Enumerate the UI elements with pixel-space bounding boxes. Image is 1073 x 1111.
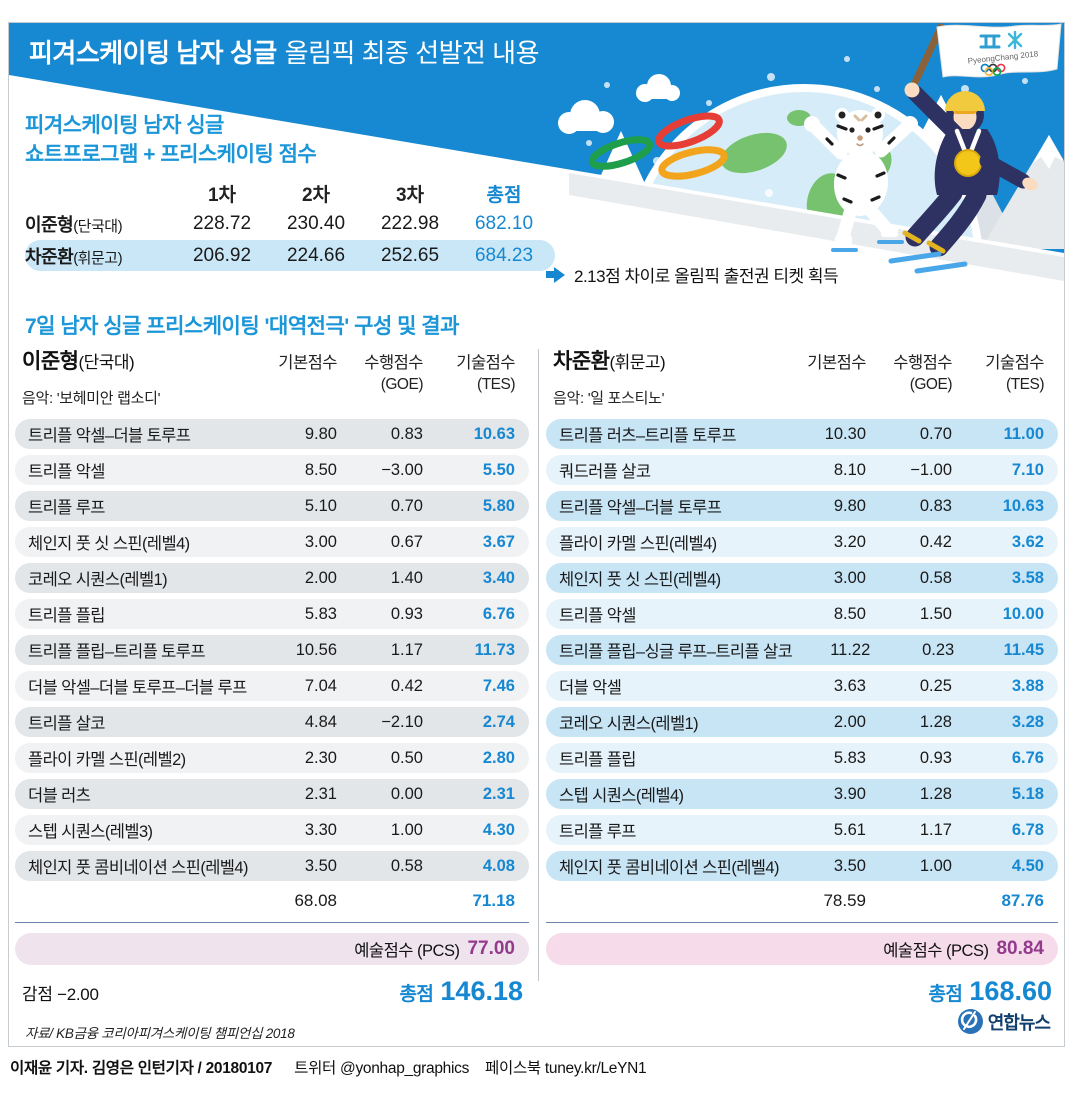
element-row: 트리플 루프 5.61 1.17 6.78 <box>546 815 1058 845</box>
element-row: 트리플 악셀–더블 토루프 9.80 0.83 10.63 <box>15 419 529 449</box>
infographic-card: PyeongChang 2018 <box>8 22 1065 1047</box>
element-row: 플라이 카멜 스핀(레벨4) 3.20 0.42 3.62 <box>546 527 1058 557</box>
element-row: 더블 러츠 2.31 0.00 2.31 <box>15 779 529 809</box>
element-row: 트리플 악셀–더블 토루프 9.80 0.83 10.63 <box>546 491 1058 521</box>
deduction-label: 감점 −2.00 <box>22 985 99 1004</box>
summary-column-header: 2차 <box>301 185 331 206</box>
cloud-icon <box>558 74 680 134</box>
element-row: 플라이 카멜 스핀(레벨2) 2.30 0.50 2.80 <box>15 743 529 773</box>
section-title: 7일 남자 싱글 프리스케이팅 '대역전극' 구성 및 결과 <box>25 315 459 338</box>
skater-column-chajunhwan: 차준환(휘문고) 음악: '일 포스티노' 기본점수 수행점수 (GOE) 기술점… <box>546 345 1058 1007</box>
music-label: 음악: '일 포스티노' <box>553 390 665 407</box>
summary-column-header: 3차 <box>395 185 425 206</box>
element-row: 체인지 풋 콤비네이션 스핀(레벨4) 3.50 1.00 4.50 <box>546 851 1058 881</box>
page-title-rest: 올림픽 최종 선발전 내용 <box>284 38 540 68</box>
element-row: 스텝 시퀀스(레벨3) 3.30 1.00 4.30 <box>15 815 529 845</box>
summary-heading: 피겨스케이팅 남자 싱글 쇼트프로그램 + 프리스케이팅 점수 <box>25 114 317 166</box>
skater-name: 차준환(휘문고) <box>553 350 666 373</box>
summary-row: 차준환(휘문고) 206.92 224.66 252.65 684.23 <box>25 240 555 271</box>
element-row: 코레오 시퀀스(레벨1) 2.00 1.40 3.40 <box>15 563 529 593</box>
twitter-handle: 트위터 @yonhap_graphics <box>294 1060 470 1077</box>
arrow-right-icon <box>546 266 565 283</box>
flag-icon: PyeongChang 2018 <box>936 23 1062 78</box>
yonhap-wordmark: 연합뉴스 <box>987 1012 1051 1033</box>
note-text: 2.13점 차이로 올림픽 출전권 티켓 획득 <box>574 267 839 286</box>
yonhap-globe-icon <box>957 1009 983 1034</box>
music-label: 음악: '보헤미안 랩소디' <box>22 390 161 407</box>
final-row: 총점 168.60 <box>928 976 1052 1006</box>
qualification-note: 2.13점 차이로 올림픽 출전권 티켓 획득 <box>546 262 839 287</box>
element-row: 더블 악셀 3.63 0.25 3.88 <box>546 671 1058 701</box>
detail-columns: 이준형(단국대) 음악: '보헤미안 랩소디' 기본점수 수행점수 (GOE) 기… <box>9 345 1064 1007</box>
soohorang-mascot-icon <box>804 108 918 252</box>
element-row: 트리플 악셀 8.50 −3.00 5.50 <box>15 455 529 485</box>
column-headers: 기본점수 수행점수 (GOE) 기술점수 (TES) <box>807 354 1044 393</box>
final-row: 감점 −2.00 총점 146.18 <box>22 976 523 1006</box>
element-row: 쿼드러플 살코 8.10 −1.00 7.10 <box>546 455 1058 485</box>
totals-row: 78.59 87.76 <box>823 890 1044 910</box>
skater-icon: PyeongChang 2018 <box>888 23 1062 274</box>
element-row: 체인지 풋 싯 스핀(레벨4) 3.00 0.67 3.67 <box>15 527 529 557</box>
element-row: 체인지 풋 싯 스핀(레벨4) 3.00 0.58 3.58 <box>546 563 1058 593</box>
element-row: 트리플 플립–싱글 루프–트리플 살코 11.22 0.23 11.45 <box>546 635 1058 665</box>
summary-table: 1차 2차 3차 총점 이준형(단국대) 228.72 230.40 222.98 6… <box>25 180 555 271</box>
gold-medal-icon <box>954 149 982 177</box>
element-row: 트리플 플립–트리플 토루프 10.56 1.17 11.73 <box>15 635 529 665</box>
element-row: 트리플 플립 5.83 0.93 6.76 <box>546 743 1058 773</box>
pcs-band: 예술점수 (PCS) 77.00 <box>15 933 529 965</box>
olympic-rings-icon <box>588 112 728 180</box>
pcs-band: 예술점수 (PCS) 80.84 <box>546 933 1058 965</box>
credit-line: 이재윤 기자. 김영은 인턴기자 / 20180107 트위터 @yonhap_g… <box>10 1056 647 1078</box>
divider-line <box>546 922 1058 923</box>
summary-rows: 이준형(단국대) 228.72 230.40 222.98 682.10 차준환… <box>25 208 555 271</box>
element-rows: 트리플 악셀–더블 토루프 9.80 0.83 10.63 트리플 악셀 8.5… <box>15 419 529 881</box>
element-row: 스텝 시퀀스(레벨4) 3.90 1.28 5.18 <box>546 779 1058 809</box>
element-row: 트리플 플립 5.83 0.93 6.76 <box>15 599 529 629</box>
skater-name: 이준형(단국대) <box>22 350 135 373</box>
facebook-handle: 페이스북 tuney.kr/LeYN1 <box>485 1060 647 1077</box>
reporter-credit: 이재윤 기자. 김영은 인턴기자 / 20180107 <box>10 1060 273 1077</box>
ice-skate-icon <box>888 230 968 274</box>
skater-column-leejunhyung: 이준형(단국대) 음악: '보헤미안 랩소디' 기본점수 수행점수 (GOE) 기… <box>15 345 529 1007</box>
element-row: 더블 악셀–더블 토루프–더블 루프 7.04 0.42 7.46 <box>15 671 529 701</box>
column-headers: 기본점수 수행점수 (GOE) 기술점수 (TES) <box>278 354 515 393</box>
divider-line <box>15 922 529 923</box>
element-row: 트리플 러츠–트리플 토루프 10.30 0.70 11.00 <box>546 419 1058 449</box>
summary-section: 피겨스케이팅 남자 싱글 쇼트프로그램 + 프리스케이팅 점수 1차 2차 3차 총점… <box>25 111 555 271</box>
yonhap-logo: 연합뉴스 <box>957 1008 1051 1035</box>
summary-column-header: 1차 <box>207 185 237 206</box>
element-row: 코레오 시퀀스(레벨1) 2.00 1.28 3.28 <box>546 707 1058 737</box>
element-row: 트리플 살코 4.84 −2.10 2.74 <box>15 707 529 737</box>
element-row: 트리플 악셀 8.50 1.50 10.00 <box>546 599 1058 629</box>
helmet <box>945 91 985 111</box>
summary-row: 이준형(단국대) 228.72 230.40 222.98 682.10 <box>25 212 534 235</box>
element-row: 트리플 루프 5.10 0.70 5.80 <box>15 491 529 521</box>
page-title-bold: 피겨스케이팅 남자 싱글 <box>29 38 277 68</box>
summary-header-row: 1차 2차 3차 총점 <box>25 180 555 207</box>
element-rows: 트리플 러츠–트리플 토루프 10.30 0.70 11.00 쿼드러플 살코 … <box>546 419 1058 881</box>
summary-column-header: 총점 <box>486 185 522 206</box>
totals-row: 68.08 71.18 <box>294 890 515 910</box>
source-note: 자료/ KB금융 코리아피겨스케이팅 챔피언십 2018 <box>25 1026 295 1041</box>
flag-pole <box>907 23 945 95</box>
element-row: 체인지 풋 콤비네이션 스핀(레벨4) 3.50 0.58 4.08 <box>15 851 529 881</box>
page-title: 피겨스케이팅 남자 싱글 올림픽 최종 선발전 내용 <box>29 33 540 70</box>
vertical-divider <box>538 349 539 981</box>
